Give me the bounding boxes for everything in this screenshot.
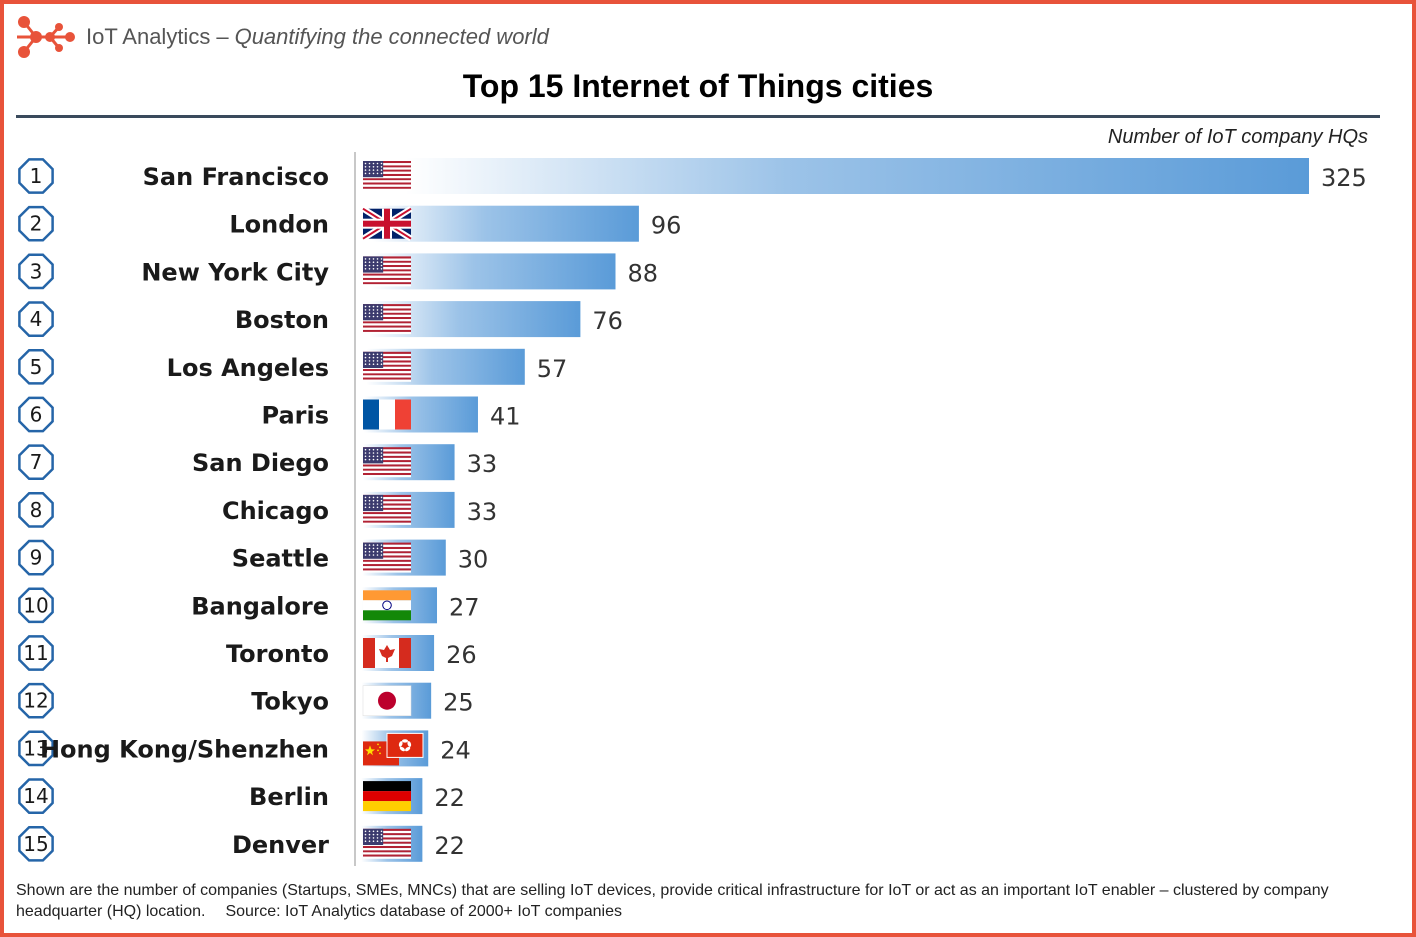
city-label: San Francisco [143, 163, 329, 191]
rank-badge-octagon [18, 778, 54, 814]
flag-us-icon [363, 542, 411, 573]
city-label: Tokyo [251, 688, 329, 716]
flag-us-icon [363, 161, 411, 191]
rank-number: 3 [30, 259, 43, 283]
footnote: Shown are the number of companies (Start… [16, 880, 1396, 922]
rank-number: 9 [30, 546, 43, 570]
city-label: San Diego [192, 449, 329, 477]
rank-badge-octagon [18, 348, 54, 385]
rank-badge-octagon [18, 253, 54, 290]
flag-us-icon [363, 447, 411, 478]
brand-name: IoT Analytics [86, 24, 211, 49]
rank-number: 7 [30, 450, 43, 474]
value-label: 24 [440, 736, 471, 764]
rank-badge-octagon [18, 730, 54, 767]
value-label: 33 [467, 498, 498, 526]
rank-number: 6 [30, 403, 43, 427]
flag-us-icon [363, 494, 411, 525]
rank-badge-octagon [18, 682, 54, 719]
rank-number: 10 [23, 593, 48, 617]
city-label: Boston [235, 306, 329, 334]
brand-header: IoT Analytics – Quantifying the connected … [14, 14, 549, 60]
value-label: 22 [434, 832, 465, 860]
city-label: London [229, 211, 329, 239]
value-label: 25 [443, 689, 474, 717]
brand-tagline: Quantifying the connected world [234, 24, 549, 49]
rank-badge-octagon [18, 301, 54, 337]
brand-separator: – [216, 24, 229, 49]
rank-badge-octagon [18, 444, 54, 481]
rank-number: 2 [30, 212, 43, 236]
value-label: 325 [1321, 164, 1367, 192]
network-dots-icon [17, 16, 75, 58]
city-label: Seattle [232, 545, 329, 573]
flag-us-icon [363, 828, 411, 859]
rank-number: 15 [23, 832, 48, 856]
rank-number: 12 [23, 689, 48, 713]
title-divider [16, 115, 1380, 118]
rank-badge-octagon [18, 635, 54, 671]
rank-badge-octagon [18, 158, 54, 194]
rank-number: 13 [23, 736, 48, 760]
rank-badge-octagon [18, 539, 54, 576]
flag-us-icon [363, 304, 411, 335]
flag-in-icon [363, 590, 411, 621]
city-label: Berlin [249, 783, 329, 811]
rank-number: 14 [23, 784, 48, 808]
value-label: 26 [446, 641, 477, 669]
flag-jp-icon [362, 685, 412, 716]
value-label: 41 [490, 403, 521, 431]
value-label: 22 [434, 784, 465, 812]
flag-us-icon [363, 256, 411, 287]
footnote-source: Source: IoT Analytics database of 2000+ … [225, 903, 622, 920]
rank-badge-octagon [18, 825, 54, 862]
value-label: 76 [592, 307, 623, 335]
rank-number: 1 [30, 164, 43, 188]
flag-fr-icon [363, 399, 411, 430]
rank-number: 11 [23, 641, 48, 665]
rank-badge-octagon [18, 587, 54, 624]
value-label: 33 [467, 450, 498, 478]
bar [358, 158, 1309, 194]
value-label: 27 [449, 593, 480, 621]
flag-uk-icon [361, 206, 413, 242]
city-label: New York City [141, 258, 329, 286]
city-label: Denver [232, 831, 329, 859]
footnote-text: Shown are the number of companies (Start… [16, 882, 1329, 920]
city-label: Paris [262, 402, 330, 430]
flag-ca-icon [363, 638, 411, 668]
flag-cn-hk-icon [363, 732, 424, 766]
city-label: Bangalore [191, 592, 329, 620]
value-label: 96 [651, 212, 682, 240]
rank-number: 5 [30, 355, 43, 379]
rank-badge-octagon [18, 205, 54, 242]
chart-title: Top 15 Internet of Things cities [462, 68, 934, 104]
flag-us-icon [363, 351, 411, 382]
rank-badge-octagon [18, 492, 54, 528]
flag-de-icon [363, 781, 411, 812]
city-label: Hong Kong/Shenzhen [40, 735, 329, 763]
city-label: Los Angeles [167, 354, 329, 382]
value-axis-label: Number of IoT company HQs [1107, 126, 1368, 148]
value-label: 57 [537, 355, 568, 383]
rank-badge-octagon [18, 396, 54, 433]
city-label: Toronto [226, 640, 329, 668]
value-label: 30 [458, 546, 489, 574]
brand-text: IoT Analytics – Quantifying the connected … [86, 24, 549, 50]
value-label: 88 [628, 259, 659, 287]
rank-number: 8 [30, 498, 43, 522]
city-label: Chicago [222, 497, 329, 525]
rank-number: 4 [30, 307, 43, 331]
